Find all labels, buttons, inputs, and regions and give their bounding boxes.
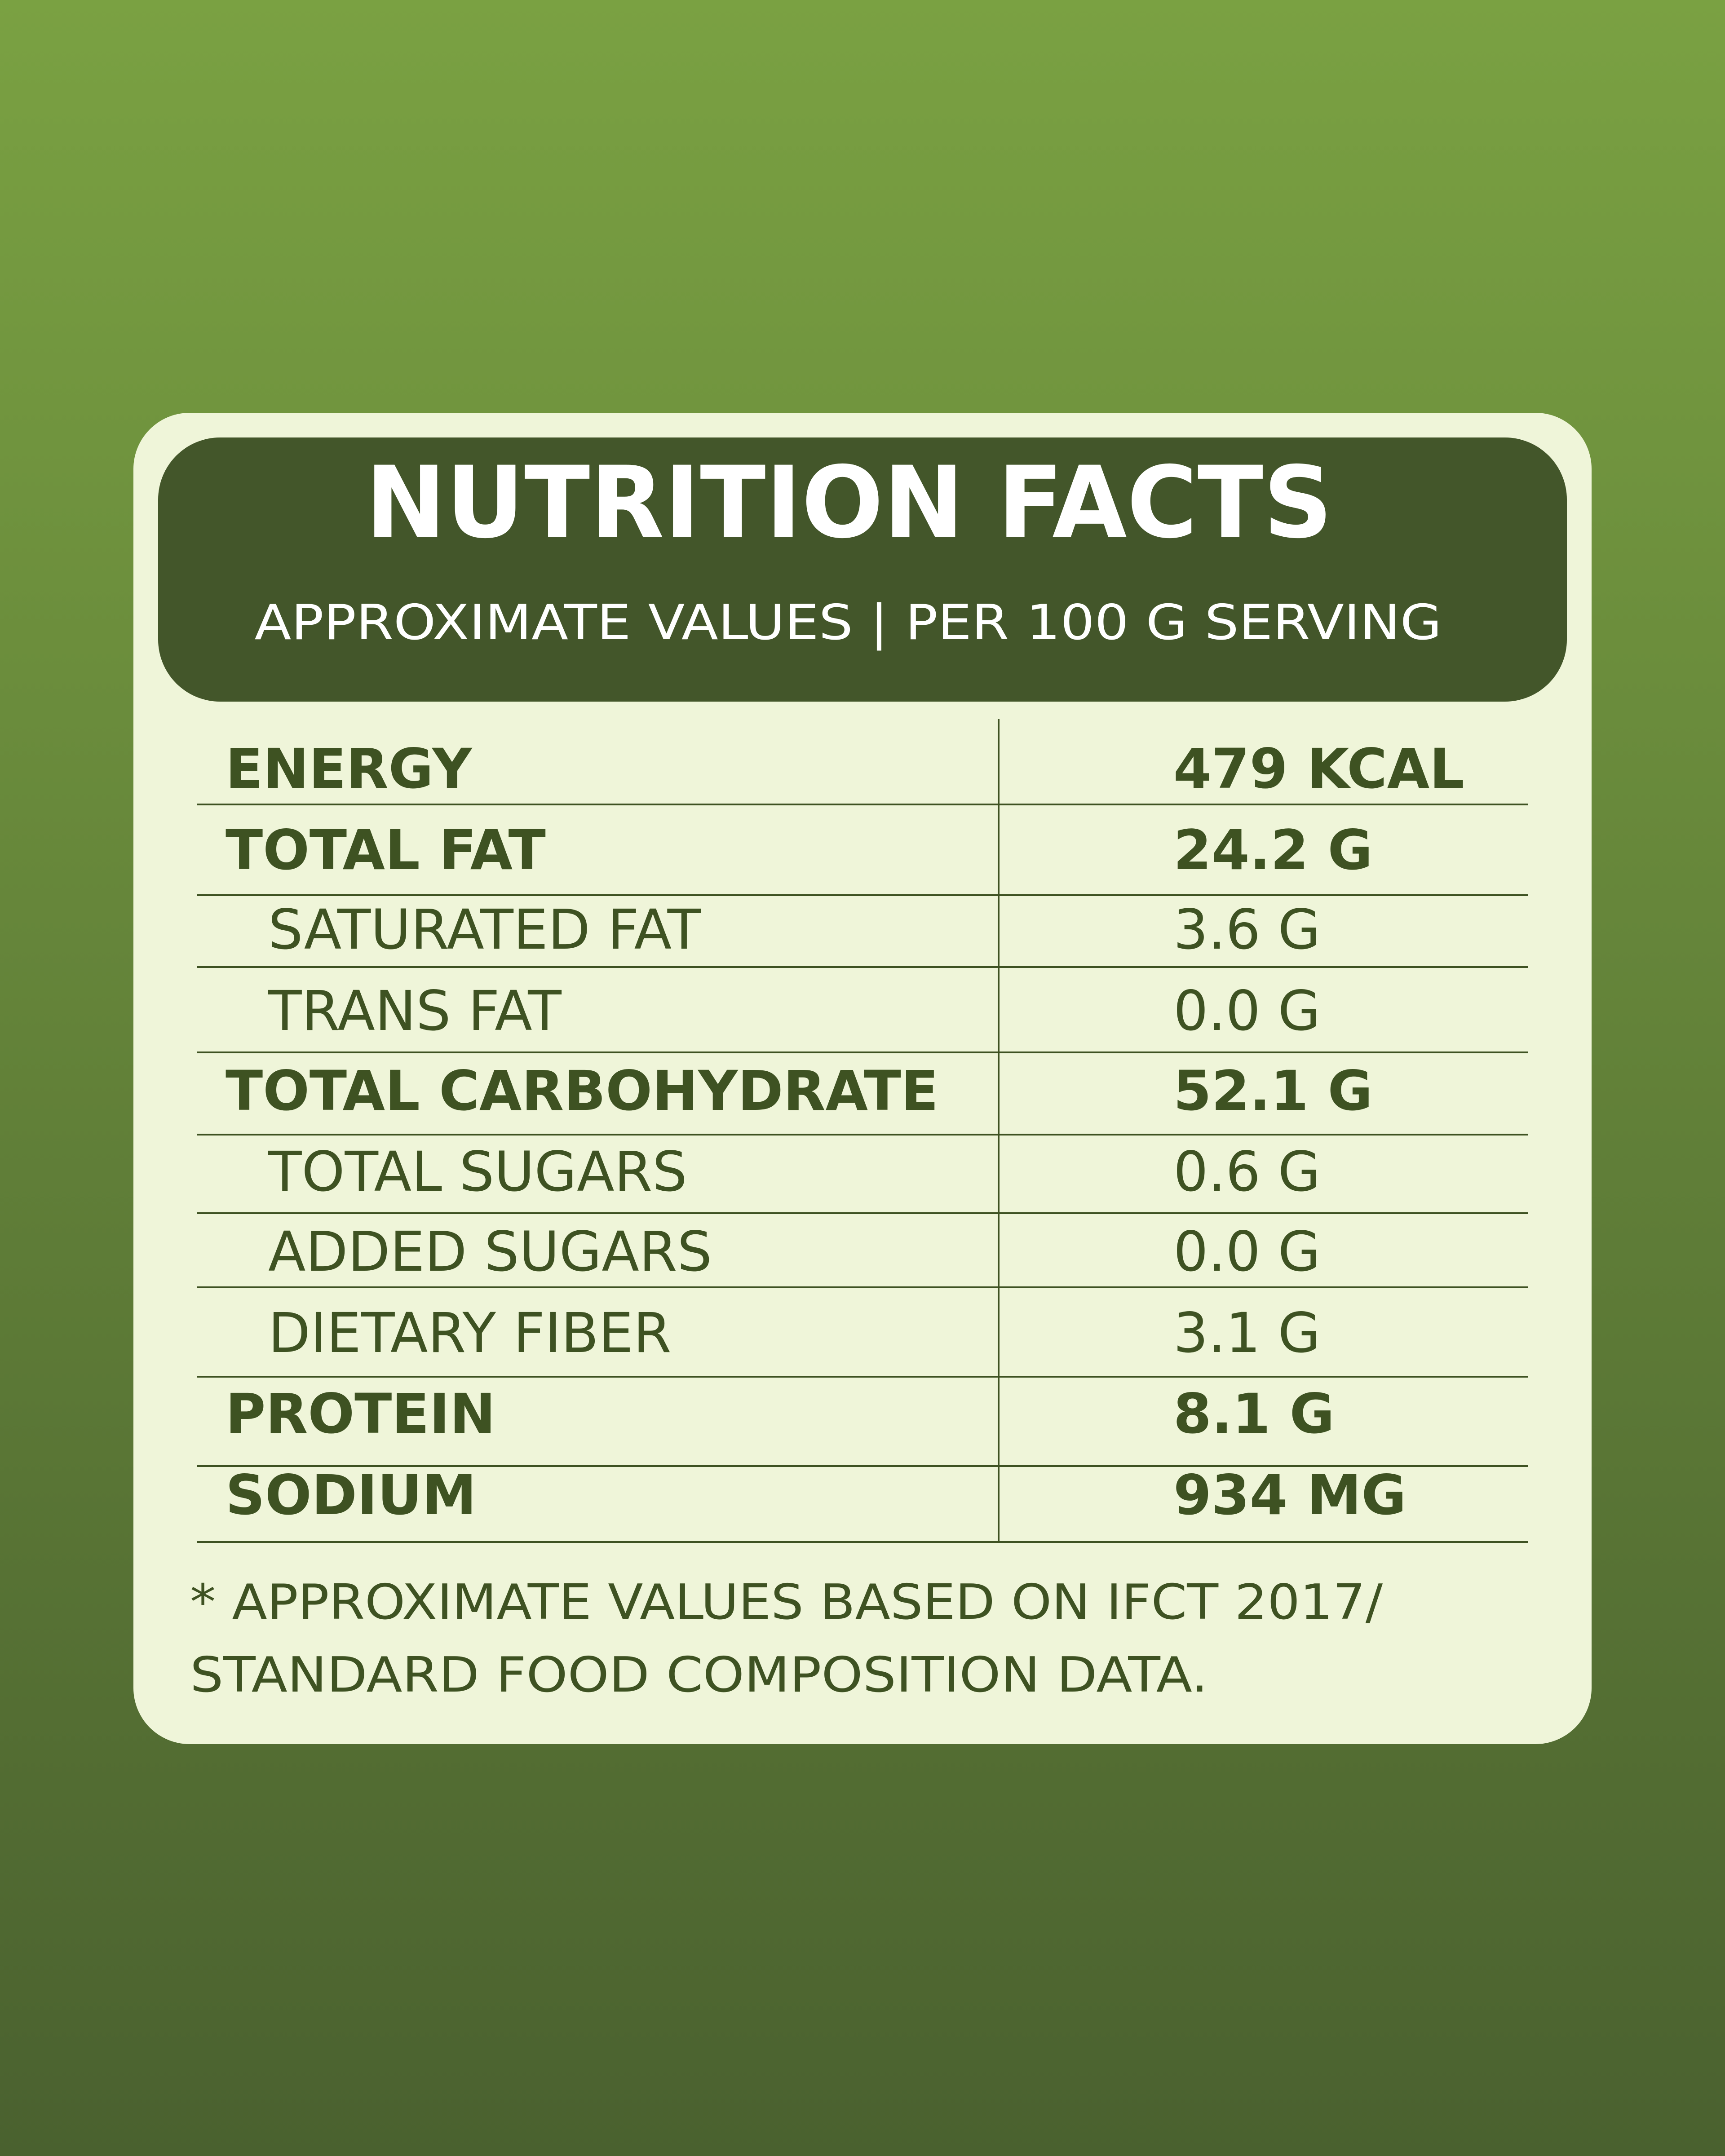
nutrient-label: SATURATED FAT [268,898,701,962]
header-band [158,437,1567,702]
nutrient-value: 3.6 G [1173,898,1320,962]
nutrient-label: ADDED SUGARS [268,1220,712,1284]
nutrient-value: 479 KCAL [1173,737,1464,801]
nutrient-label: TRANS FAT [268,979,562,1043]
nutrient-value: 24.2 G [1173,818,1373,882]
nutrient-label: TOTAL SUGARS [268,1140,687,1204]
footnote: * APPROXIMATE VALUES BASED ON IFCT 2017/ [190,1574,1383,1630]
nutrient-label: TOTAL CARBOHYDRATE [226,1059,938,1123]
nutrient-value: 52.1 G [1173,1059,1373,1123]
card [133,413,1592,1744]
subtitle: APPROXIMATE VALUES | PER 100 G SERVING [255,595,1442,651]
nutrient-label: PROTEIN [226,1382,495,1446]
nutrient-label: DIETARY FIBER [268,1301,672,1365]
nutrient-value: 0.0 G [1173,1220,1320,1284]
nutrient-value: 3.1 G [1173,1301,1320,1365]
nutrient-value: 8.1 G [1173,1382,1335,1446]
nutrition-table: ENERGY 479 KCAL TOTAL FAT 24.2 G SATURATED F… [197,719,1528,1543]
nutrient-label: SODIUM [226,1463,477,1527]
nutrient-value: 0.0 G [1173,979,1320,1043]
nutrient-label: ENERGY [226,737,473,801]
footnote: STANDARD FOOD COMPOSITION DATA. [190,1647,1208,1703]
title: NUTRITION FACTS [366,445,1333,560]
nutrient-value: 0.6 G [1173,1140,1320,1204]
nutrient-value: 934 MG [1173,1463,1407,1527]
nutrient-label: TOTAL FAT [226,818,546,882]
